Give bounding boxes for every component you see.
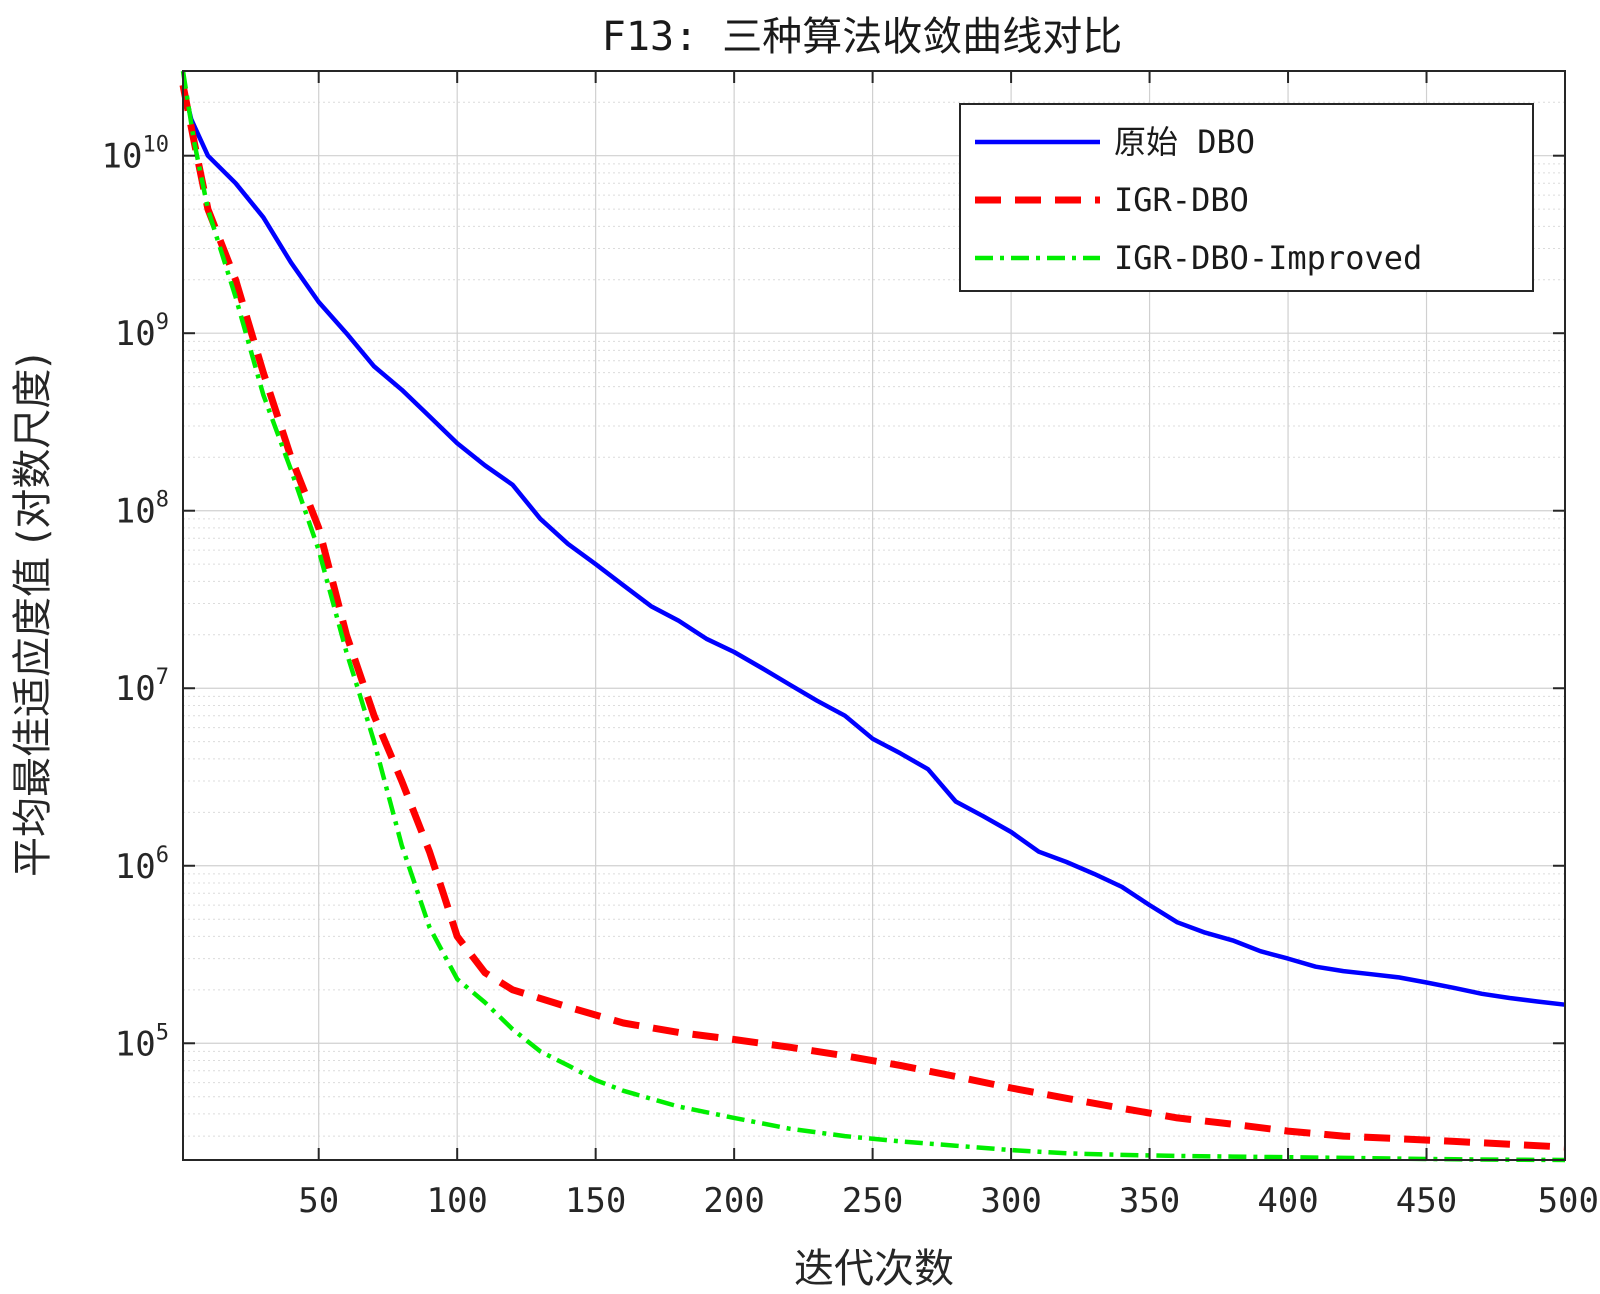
y-tick-label: 106 — [115, 843, 169, 887]
series-line-1 — [180, 84, 1566, 1007]
x-tick-label: 350 — [1119, 1181, 1180, 1221]
x-axis-label: 迭代次数 — [794, 1246, 954, 1292]
y-tick-label: 108 — [115, 488, 169, 532]
x-tick-label: 50 — [298, 1181, 339, 1221]
x-tick-label: 250 — [842, 1181, 903, 1221]
series-line-3 — [180, 70, 1566, 1163]
plot-area-frame — [182, 70, 1566, 1161]
legend-label-2: IGR-DBO — [1114, 181, 1249, 219]
y-tick-label: 107 — [115, 665, 169, 709]
x-tick-label: 150 — [565, 1181, 626, 1221]
y-tick-label: 1010 — [102, 133, 169, 177]
x-tick-label: 300 — [980, 1181, 1041, 1221]
x-tick-label: 400 — [1257, 1181, 1318, 1221]
x-tick-label: 100 — [426, 1181, 487, 1221]
legend-label-1: 原始 DBO — [1114, 123, 1255, 161]
legend-label-3: IGR-DBO-Improved — [1114, 239, 1422, 277]
axes: 105 106 107 108 109 1010 50 100 150 200 250 300 350 4… — [102, 71, 1599, 1221]
x-tick-label: 200 — [703, 1181, 764, 1221]
y-axis-label: 平均最佳适应度值 (对数尺度) — [10, 353, 56, 877]
chart-title: F13: 三种算法收敛曲线对比 — [602, 14, 1122, 60]
legend: 原始 DBO IGR-DBO IGR-DBO-Improved — [959, 103, 1534, 292]
y-tick-label: 105 — [115, 1020, 169, 1064]
x-tick-label: 500 — [1538, 1181, 1599, 1221]
y-tick-label: 109 — [115, 310, 169, 354]
series-line-2 — [179, 84, 1566, 1151]
series-lines — [179, 70, 1566, 1163]
x-tick-label: 450 — [1396, 1181, 1457, 1221]
